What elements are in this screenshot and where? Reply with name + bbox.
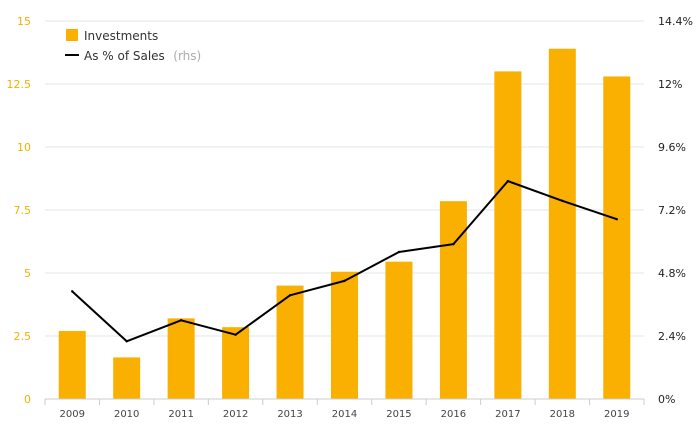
y-left-tick-label: 0 <box>24 393 31 406</box>
sales-share-line <box>71 179 618 343</box>
y-left-tick-label: 15 <box>17 15 31 28</box>
x-tick-label: 2019 <box>604 409 629 420</box>
line-point-2009 <box>71 290 74 293</box>
bar-2015 <box>385 261 413 399</box>
line-point-2011 <box>179 319 183 322</box>
y-left-tick-label: 2.5 <box>14 330 32 343</box>
y-left-tick-label: 10 <box>17 141 31 154</box>
bar-2010 <box>113 357 141 399</box>
line-point-2018 <box>561 199 564 203</box>
x-tick-label: 2013 <box>277 409 302 420</box>
y-right-tick-label: 0% <box>658 393 675 406</box>
y-left-tick-label: 12.5 <box>7 78 32 91</box>
x-tick-label: 2012 <box>223 409 248 420</box>
grid-lines <box>45 20 644 337</box>
y-right-tick-label: 7.2% <box>658 204 686 217</box>
line-point-2013 <box>288 294 292 297</box>
x-tick-label: 2011 <box>168 409 193 420</box>
y-right-tick-label: 2.4% <box>658 330 686 343</box>
bar-2019 <box>603 76 631 399</box>
bar-2018 <box>548 48 576 399</box>
bar-2009 <box>58 330 86 399</box>
x-tick-label: 2017 <box>495 409 520 420</box>
investment-bars <box>58 48 631 400</box>
line-point-2016 <box>452 242 455 246</box>
line-point-2019 <box>615 217 618 221</box>
line-point-2015 <box>397 250 401 254</box>
bar-2014 <box>331 271 358 399</box>
y-right-tick-label: 4.8% <box>658 267 686 280</box>
legend-sales-share-note: (rhs) <box>173 49 201 63</box>
y-right-tick-label: 9.6% <box>658 141 686 154</box>
legend-investments-label: Investments <box>84 29 158 43</box>
line-point-2017 <box>506 179 510 183</box>
y-left-tick-label: 7.5 <box>14 204 32 217</box>
bar-2017 <box>494 71 522 400</box>
bar-2011 <box>167 318 195 399</box>
x-tick-label: 2009 <box>60 409 85 420</box>
x-tick-label: 2010 <box>114 409 139 420</box>
x-tick-label: 2016 <box>441 409 466 420</box>
legend-investments-swatch <box>66 29 78 41</box>
y-left-tick-label: 5 <box>24 267 31 280</box>
legend-sales-share-name: As % of Sales <box>84 49 165 63</box>
bar-2012 <box>222 327 250 399</box>
axes: 0 0% 2.5 2.4% 5 4.8% 7.5 7.2% 10 9.6% 12.5 12% 15 14.… <box>7 15 693 420</box>
bar-2013 <box>276 285 304 399</box>
x-tick-label: 2015 <box>386 409 411 420</box>
legend: Investments As % of Sales (rhs) <box>65 29 201 64</box>
bar-2016 <box>439 201 467 399</box>
line-point-2014 <box>343 279 346 283</box>
y-right-tick-label: 14.4% <box>658 15 693 28</box>
y-right-tick-label: 12% <box>658 78 682 91</box>
x-tick-label: 2018 <box>550 409 575 420</box>
line-point-2012 <box>234 333 237 336</box>
legend-sales-share-label: As % of Sales (rhs) <box>84 47 201 64</box>
x-tick-label: 2014 <box>332 409 357 420</box>
line-point-2010 <box>125 340 128 343</box>
